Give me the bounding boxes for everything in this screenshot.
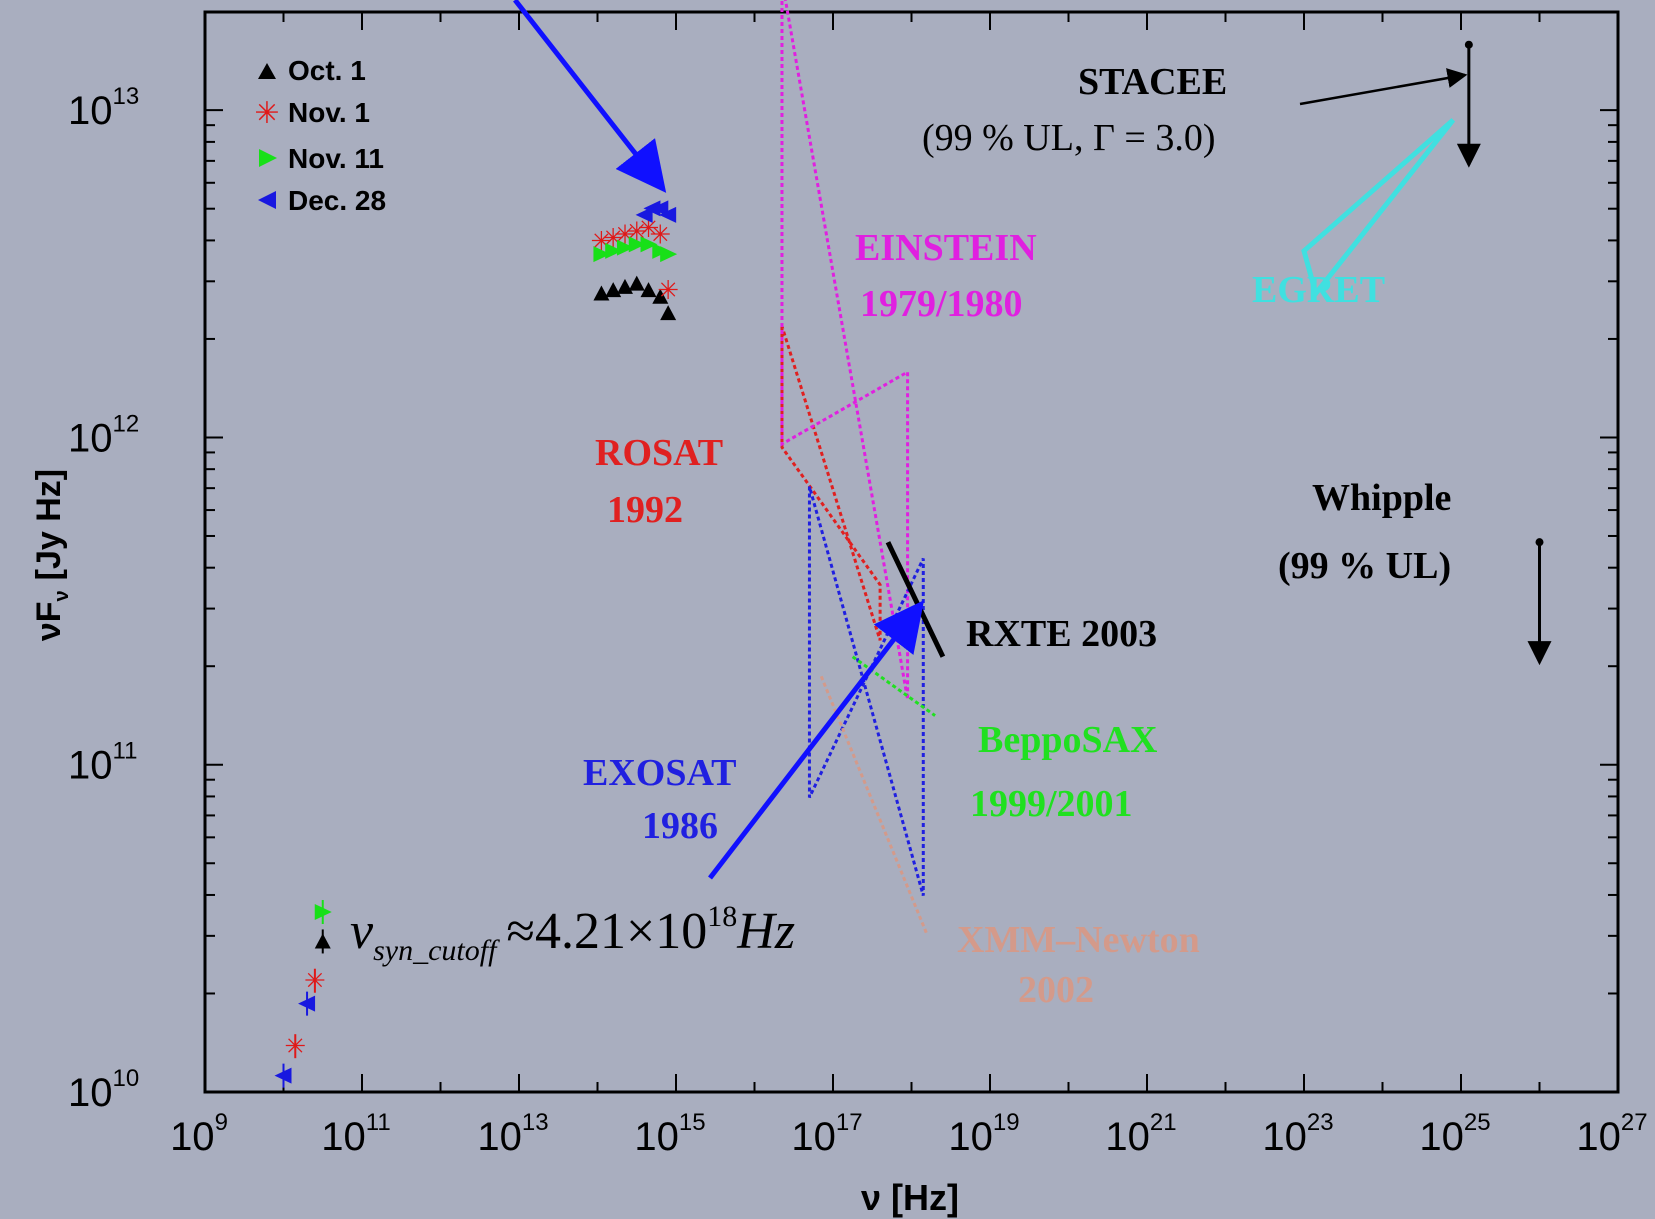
axis-ticks [204,12,1619,1093]
bowtie-bepposax [851,655,936,717]
point-dec28 [298,995,316,1012]
y-axis-label-unit: [Jy Hz] [30,469,68,580]
y-tick-label: 1010 [68,1065,139,1115]
point-nov1: ✳ [657,275,679,305]
point-nov11 [314,904,332,920]
label-rosat-year: 1992 [607,489,683,531]
cutoff-unit: Hz [736,903,795,960]
point-nov1: ✳ [304,966,326,996]
x-axis-label: ν [Hz] [861,1177,959,1218]
x-tick-label: 1021 [1105,1109,1176,1159]
legend-marker-nov1: ✳ [254,97,279,130]
point-nov11 [616,239,634,256]
cutoff-nu: ν [350,903,374,960]
x-tick-label: 1011 [321,1109,390,1159]
label-stacee: STACEE [1078,61,1227,103]
point-dec28 [274,1067,292,1084]
top-pointer-arrow [513,0,667,193]
label-stacee-ul: (99 % UL, Γ = 3.0) [922,117,1216,159]
axis-tick-labels: 109 1011 1013 1015 1017 1019 1021 1023 1025 1027 1… [68,83,1648,1159]
stacee-pointer [1299,68,1468,106]
x-tick-label: 1019 [948,1109,1019,1159]
bowtie-xmm-newton [819,675,929,936]
point-nov1: ✳ [284,1031,306,1061]
legend-marker-oct1 [258,63,276,79]
point-nov1: ✳ [649,220,671,250]
y-tick-label: 1011 [68,738,137,788]
legend-label-oct1: Oct. 1 [288,55,366,86]
bowtie-layer [780,0,1456,936]
label-whipple-ul: (99 % UL) [1278,545,1451,587]
legend-marker-nov11 [259,149,277,167]
bowtie-rosat [780,325,882,641]
y-axis-label-main: νF [30,601,68,641]
x-tick-label: 1017 [791,1109,862,1159]
point-oct1 [314,933,331,949]
label-einstein: EINSTEIN [855,227,1037,269]
upper-limit-cap-whipple [1535,538,1544,547]
label-xmm: XMM–Newton [957,919,1200,961]
point-nov11 [628,236,646,253]
x-tick-label: 1015 [634,1109,705,1159]
bowtie-egret [1301,118,1456,299]
point-oct1 [628,275,645,291]
upper-limit-cap-stacee [1464,40,1473,49]
upper-limit-layer [1456,40,1552,666]
x-tick-label: 1013 [477,1109,548,1159]
point-nov11 [640,236,658,253]
cutoff-pointer-arrow [708,600,925,880]
point-dec28 [651,200,669,217]
y-tick-label: 1012 [68,410,139,460]
bowtie-exosat [807,486,925,897]
point-dec28 [635,206,653,223]
label-beppo: BeppoSAX [978,719,1158,761]
legend-marker-dec28 [258,191,276,209]
point-nov1: ✳ [638,213,660,243]
point-nov11 [593,246,611,263]
bowtie-rxte-2003 [885,541,946,658]
cutoff-approx: ≈ [506,903,535,960]
annotations: EINSTEIN 1979/1980 ROSAT 1992 EXOSAT 198… [350,61,1451,1011]
point-nov11 [605,242,623,259]
point-oct1 [605,282,622,298]
legend: Oct. 1 ✳ Nov. 1 Nov. 11 Dec. 28 [254,55,386,216]
label-exosat-year: 1986 [642,805,718,847]
point-layer: ✳✳✳✳✳✳✳✳✳ [274,200,679,1088]
x-tick-label: 1023 [1262,1109,1333,1159]
svg-text:νFν[Jy Hz]: νFν [Jy Hz] [30,469,73,641]
point-oct1 [593,285,610,301]
legend-label-nov11: Nov. 11 [288,143,384,174]
label-egret: EGRET [1252,269,1385,311]
y-axis-label-sub: ν [51,590,73,601]
y-axis-label: νFν [Jy Hz] [30,469,73,641]
x-tick-label: 1027 [1576,1109,1647,1159]
x-tick-label: 1025 [1419,1109,1490,1159]
label-cutoff: νsyn_cutoff ≈4.21×1018Hz [350,900,795,967]
label-xmm-year: 2002 [1018,969,1094,1011]
x-tick-label: 109 [170,1109,228,1159]
point-oct1 [616,278,633,294]
label-whipple: Whipple [1312,477,1451,519]
label-beppo-year: 1999/2001 [970,783,1133,825]
point-nov11 [660,246,678,263]
bowtie-einstein [780,0,910,700]
cutoff-exp: 18 [707,900,737,933]
label-rxte: RXTE 2003 [966,613,1157,655]
legend-label-nov1: Nov. 1 [288,97,370,128]
cutoff-value: 4.21×10 [535,903,707,960]
label-rosat: ROSAT [595,432,723,474]
label-einstein-year: 1979/1980 [860,283,1023,325]
point-oct1 [640,282,657,298]
point-oct1 [660,305,677,321]
y-tick-label: 1013 [68,83,139,133]
label-exosat: EXOSAT [583,752,736,794]
legend-label-dec28: Dec. 28 [288,185,386,216]
point-oct1 [652,288,669,304]
point-dec28 [659,206,677,223]
cutoff-sub: syn_cutoff [373,934,500,967]
